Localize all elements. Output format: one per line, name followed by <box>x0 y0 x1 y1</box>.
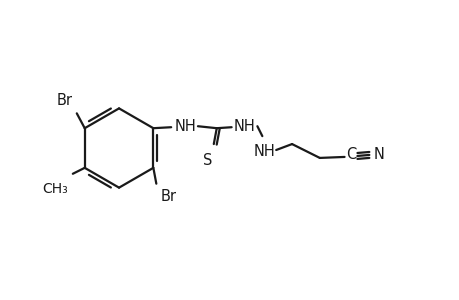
Text: Br: Br <box>160 189 176 204</box>
Text: N: N <box>373 148 384 163</box>
Text: CH₃: CH₃ <box>42 182 68 196</box>
Text: Br: Br <box>57 93 73 108</box>
Text: NH: NH <box>253 145 274 160</box>
Text: NH: NH <box>174 119 196 134</box>
Text: NH: NH <box>233 119 255 134</box>
Text: S: S <box>203 153 212 168</box>
Text: C: C <box>346 148 356 163</box>
